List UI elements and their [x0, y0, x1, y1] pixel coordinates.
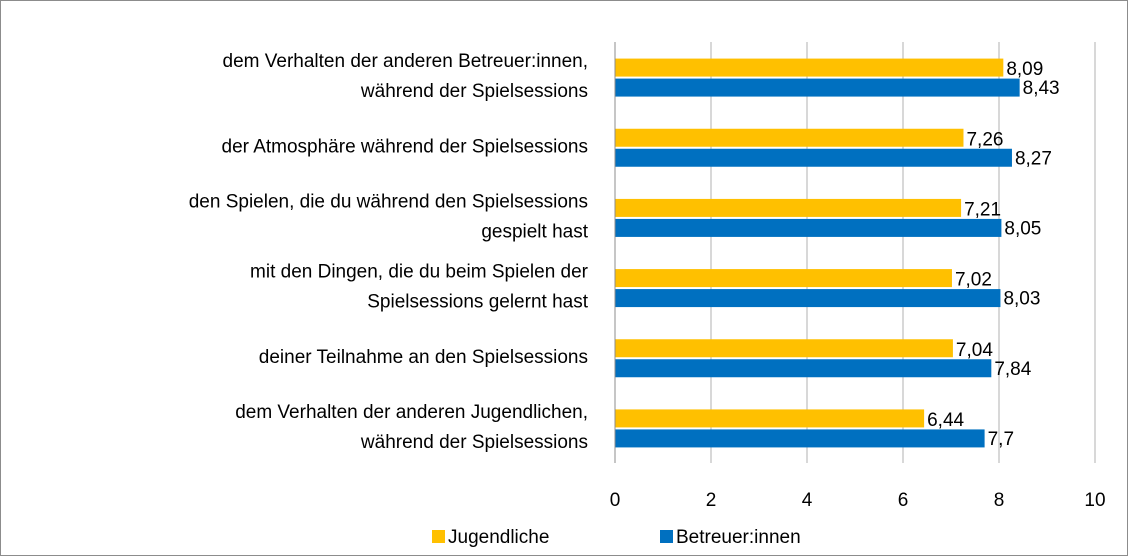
data-label: 7,21	[964, 199, 1001, 220]
bar	[615, 78, 1020, 97]
data-label: 7,02	[955, 270, 992, 291]
data-label: 6,44	[927, 410, 964, 431]
bar	[615, 269, 952, 288]
bar	[615, 148, 1012, 167]
data-label: 8,09	[1006, 59, 1043, 80]
x-tick-label: 2	[706, 490, 717, 511]
data-label: 7,04	[956, 340, 993, 361]
bar	[615, 289, 1001, 308]
data-label: 8,27	[1015, 148, 1052, 169]
legend-label: Jugendliche	[448, 527, 549, 548]
y-tick-label: den Spielen, die du während den Spielses…	[189, 191, 588, 212]
bar	[615, 218, 1002, 237]
x-tick-label: 6	[898, 490, 909, 511]
bar	[615, 198, 962, 217]
y-tick-label: der Atmosphäre während der Spielsessions	[222, 136, 588, 157]
legend-label: Betreuer:innen	[676, 527, 801, 548]
bar	[615, 429, 985, 448]
data-label: 7,84	[994, 359, 1031, 380]
y-tick-label: gespielt hast	[481, 221, 588, 242]
bar	[615, 359, 992, 378]
x-tick-label: 8	[994, 490, 1005, 511]
data-label: 8,43	[1023, 78, 1060, 99]
bar	[615, 58, 1004, 77]
y-tick-label: deiner Teilnahme an den Spielsessions	[259, 347, 588, 368]
legend-swatch	[432, 530, 445, 543]
y-tick-label: dem Verhalten der anderen Jugendlichen,	[235, 402, 588, 423]
bar	[615, 409, 925, 428]
data-label: 8,05	[1004, 218, 1041, 239]
y-tick-label: mit den Dingen, die du beim Spielen der	[250, 262, 589, 283]
data-label: 7,26	[966, 129, 1003, 150]
x-tick-label: 0	[610, 490, 621, 511]
bar	[615, 128, 964, 147]
y-tick-label: während der Spielsessions	[360, 432, 588, 453]
bar	[615, 339, 953, 358]
data-label: 7,7	[988, 429, 1014, 450]
x-tick-label: 4	[802, 490, 813, 511]
y-tick-label: dem Verhalten der anderen Betreuer:innen…	[223, 51, 588, 72]
legend-swatch	[660, 530, 673, 543]
data-label: 8,03	[1003, 289, 1040, 310]
y-tick-label: Spielsessions gelernt hast	[367, 292, 588, 313]
y-tick-label: während der Spielsessions	[360, 81, 588, 102]
x-tick-label: 10	[1084, 490, 1105, 511]
